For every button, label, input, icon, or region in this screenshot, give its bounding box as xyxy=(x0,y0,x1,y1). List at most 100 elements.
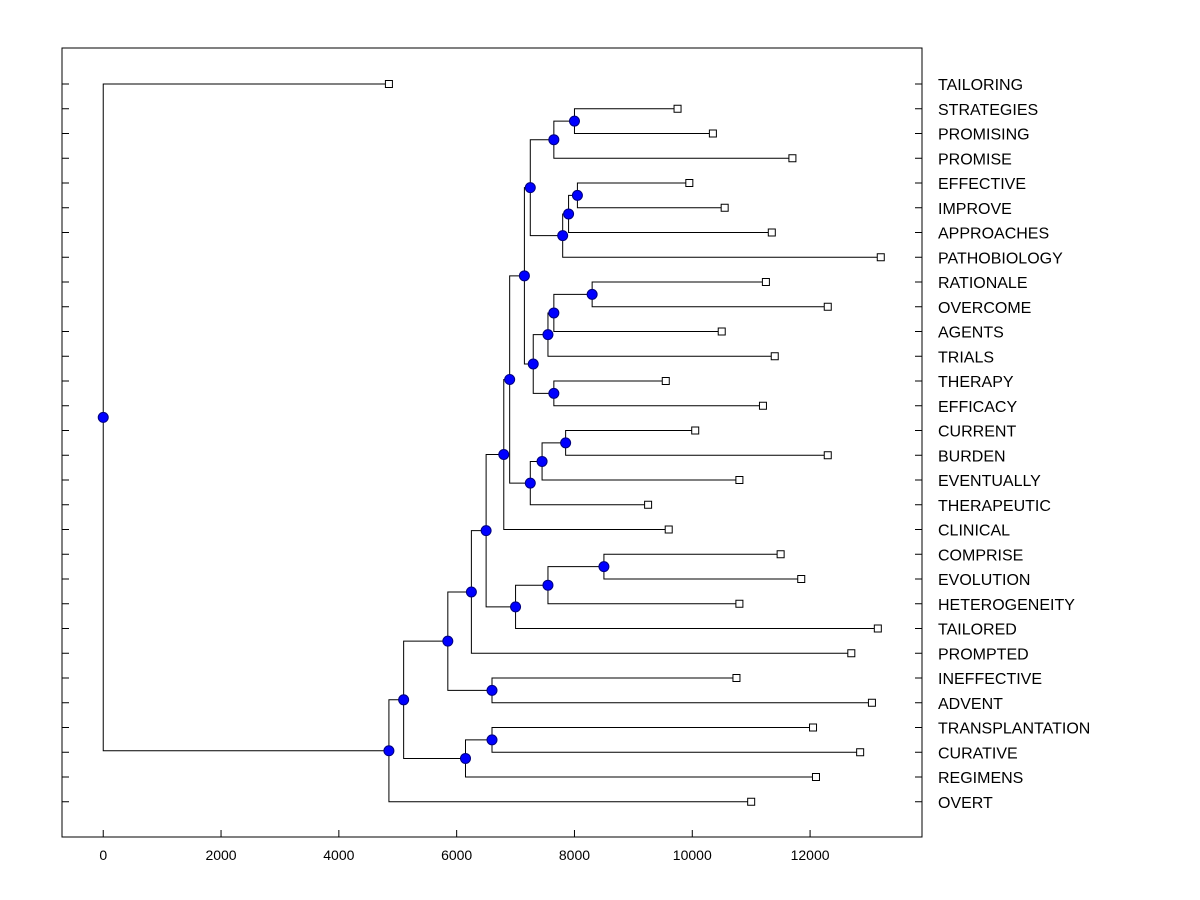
leaf-marker-evolution xyxy=(797,575,806,583)
leaf-label-promise: PROMISE xyxy=(938,151,1012,168)
leaf-marker-agents xyxy=(717,327,726,336)
link-n7-l9 xyxy=(591,294,828,308)
link-n4-l6 xyxy=(568,213,772,233)
leaf-label-advent: ADVENT xyxy=(938,696,1003,713)
leaf-marker-heterogeneity xyxy=(735,599,744,608)
link-n20-l22 xyxy=(515,606,878,629)
leaf-labels: TAILORING STRATEGIES PROMISING PROMISE EFFEC… xyxy=(938,77,1090,812)
link-n8-n7 xyxy=(553,293,593,313)
leaf-label-effective: EFFECTIVE xyxy=(938,176,1026,193)
leaf-marker-clinical xyxy=(664,525,673,534)
link-n15-l17 xyxy=(529,483,649,506)
leaf-tick-marks xyxy=(915,83,922,803)
merge-node-n10 xyxy=(548,387,560,399)
leaf-label-tailored: TAILORED xyxy=(938,622,1017,639)
leaf-label-current: CURRENT xyxy=(938,424,1016,441)
leaf-marker-tailoring xyxy=(384,80,393,88)
leaf-marker-therapeutic xyxy=(644,500,653,509)
leaf-marker-improve xyxy=(720,203,729,212)
x-axis: 0 2000 4000 6000 8000 10000 12000 xyxy=(99,830,830,863)
plot-frame xyxy=(61,47,923,838)
link-n23-l24 xyxy=(491,677,737,691)
merge-node-n24 xyxy=(442,635,454,647)
link-n3-l4 xyxy=(576,182,690,196)
link-n2-n1 xyxy=(553,120,575,140)
link-n14-n13 xyxy=(541,442,566,462)
leaf-marker-efficacy xyxy=(758,401,767,410)
leaf-marker-trials xyxy=(770,352,779,361)
merge-node-n28 xyxy=(383,745,395,757)
leaf-label-trials: TRIALS xyxy=(938,349,994,366)
link-n6-n2 xyxy=(529,139,554,188)
merge-node-n5 xyxy=(557,230,569,242)
merge-node-n21 xyxy=(480,525,492,537)
link-n17-l18 xyxy=(503,454,669,530)
leaf-label-approaches: APPROACHES xyxy=(938,226,1049,243)
leaf-marker-pathobiology xyxy=(876,253,885,262)
leaf-label-therapy: THERAPY xyxy=(938,374,1014,391)
link-n20-n19 xyxy=(515,584,548,607)
link-n27-n24 xyxy=(403,640,448,700)
leaf-label-overcome: OVERCOME xyxy=(938,300,1031,317)
link-n21-n17 xyxy=(485,453,504,531)
leaf-label-prompted: PROMPTED xyxy=(938,646,1029,663)
leaf-label-pathobiology: PATHOBIOLOGY xyxy=(938,250,1063,267)
merge-node-n1 xyxy=(568,115,580,127)
link-n19-n18 xyxy=(547,566,604,586)
left-axis-tick-marks xyxy=(62,83,69,803)
leaf-label-ineffective: INEFFECTIVE xyxy=(938,671,1042,688)
leaf-label-clinical: CLINICAL xyxy=(938,523,1010,540)
link-n1-l2 xyxy=(573,121,713,134)
leaf-label-efficacy: EFFICACY xyxy=(938,399,1017,416)
x-tick-label-6000: 6000 xyxy=(441,847,472,863)
merge-node-n26 xyxy=(459,752,471,764)
link-root-l0 xyxy=(102,83,389,418)
x-tick-label-12000: 12000 xyxy=(791,847,830,863)
leaf-label-therapeutic: THERAPEUTIC xyxy=(938,498,1051,515)
leaf-marker-overt xyxy=(747,797,756,806)
link-n19-l21 xyxy=(547,585,740,605)
leaf-marker-eventually xyxy=(735,476,744,484)
merge-node-n12 xyxy=(518,270,530,282)
merge-node-n3 xyxy=(571,189,583,201)
merge-node-n23 xyxy=(486,684,498,696)
x-tick-label-2000: 2000 xyxy=(205,847,236,863)
link-n11-n10 xyxy=(532,363,554,394)
leaf-marker-transplantation xyxy=(809,723,818,732)
link-n27-n26 xyxy=(403,699,466,759)
leaf-label-eventually: EVENTUALLY xyxy=(938,473,1041,490)
merge-node-n4 xyxy=(563,208,575,220)
merge-node-n14 xyxy=(536,455,548,467)
leaf-label-transplantation: TRANSPLANTATION xyxy=(938,721,1090,738)
leaf-marker-overcome xyxy=(823,302,832,311)
link-n28-n27 xyxy=(388,699,404,751)
link-n10-l12 xyxy=(553,380,666,394)
x-tick-label-0: 0 xyxy=(99,847,107,863)
merge-node-n18 xyxy=(598,561,610,573)
link-n28-l29 xyxy=(388,750,752,803)
link-n18-l20 xyxy=(603,566,802,580)
leaf-label-comprise: COMPRISE xyxy=(938,547,1023,564)
merge-node-n27 xyxy=(398,694,410,706)
leaf-marker-ineffective xyxy=(732,674,741,682)
leaf-marker-effective xyxy=(685,179,694,187)
merge-node-n20 xyxy=(510,601,522,613)
leaf-marker-current xyxy=(691,426,700,435)
leaf-label-heterogeneity: HETEROGENEITY xyxy=(938,597,1075,614)
merge-node-n16 xyxy=(504,373,516,385)
merge-node-root xyxy=(97,411,109,423)
merge-node-n2 xyxy=(548,134,560,146)
leaf-marker-burden xyxy=(823,451,832,460)
leaf-label-strategies: STRATEGIES xyxy=(938,102,1038,119)
merge-node-n25 xyxy=(486,734,498,746)
link-n24-n22 xyxy=(447,591,472,642)
link-n1-l1 xyxy=(573,108,678,122)
leaf-marker-prompted xyxy=(847,649,856,658)
leaf-marker-promising xyxy=(708,129,717,138)
leaf-marker-therapy xyxy=(661,377,670,385)
link-n10-l13 xyxy=(553,393,763,407)
merge-node-n6 xyxy=(524,182,536,194)
link-n25-l27 xyxy=(491,739,861,753)
link-n12-n11 xyxy=(523,275,534,365)
link-n21-n20 xyxy=(485,530,516,608)
